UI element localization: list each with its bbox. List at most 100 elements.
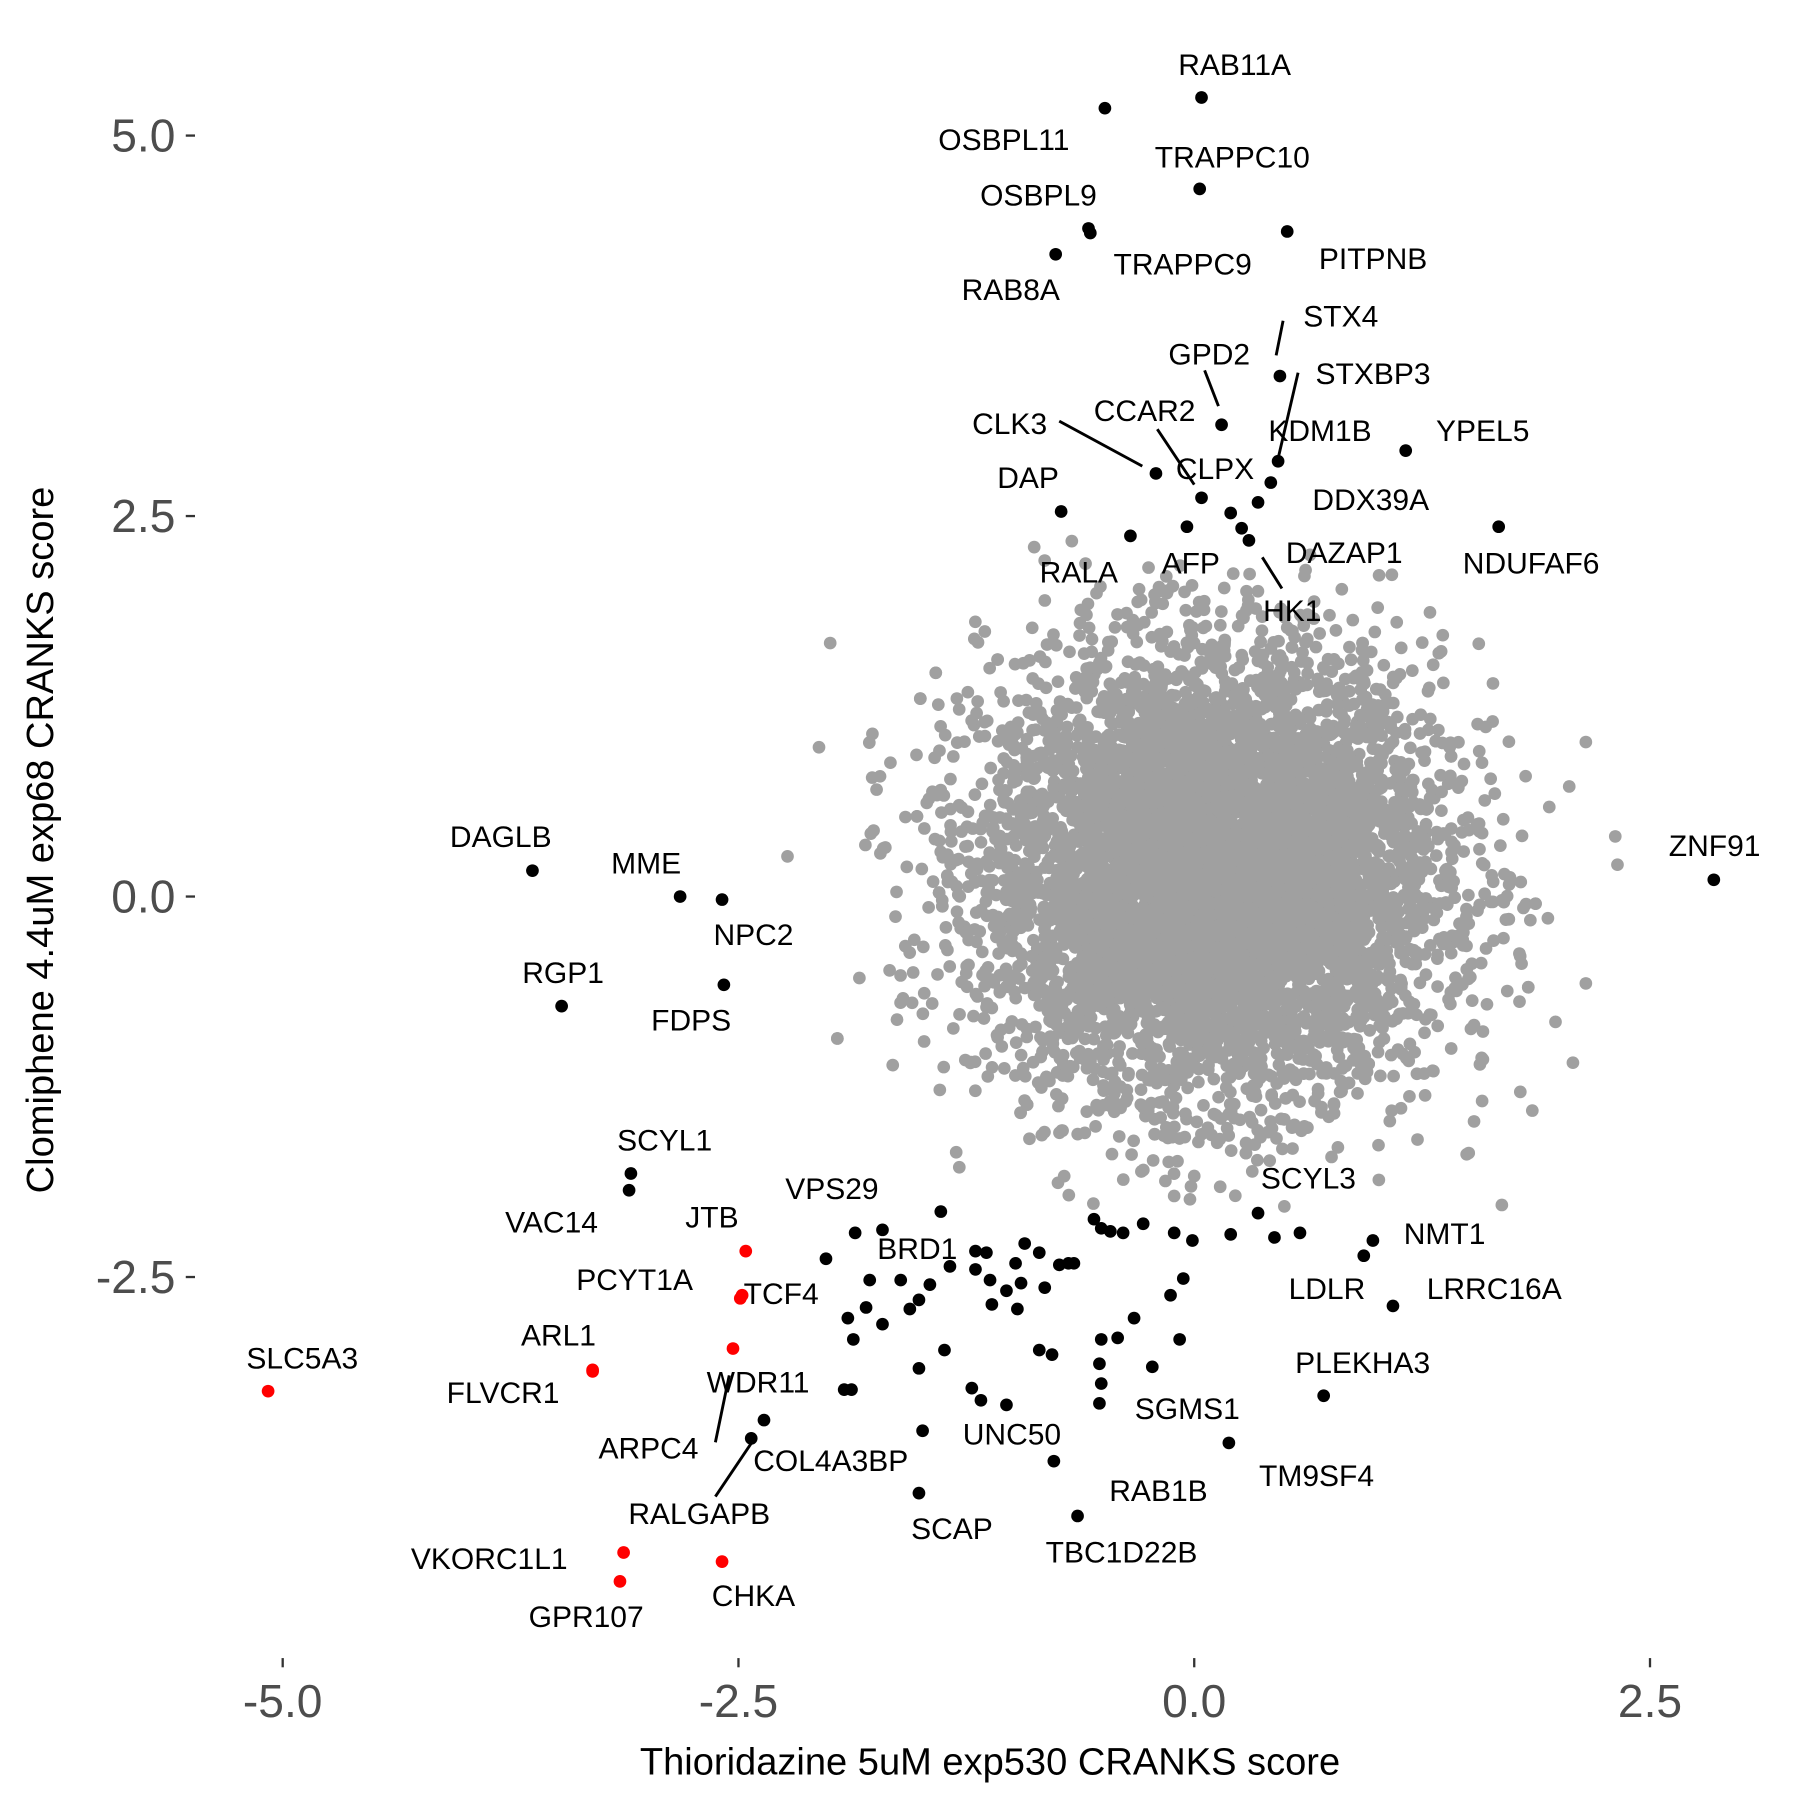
background-point [1129, 686, 1142, 700]
background-point [1303, 711, 1317, 725]
background-point [1371, 699, 1385, 712]
background-point [978, 625, 992, 638]
background-point [1437, 676, 1450, 690]
background-point [933, 1083, 947, 1097]
background-point [1608, 830, 1622, 843]
background-point [900, 860, 914, 874]
background-point [1310, 1057, 1324, 1071]
background-point [1243, 567, 1256, 581]
background-point [952, 703, 966, 716]
background-point [1360, 664, 1374, 677]
background-point [1038, 554, 1052, 567]
background-point [1473, 842, 1486, 856]
background-point [886, 1058, 900, 1072]
background-point [1147, 662, 1160, 676]
background-point [1159, 1174, 1172, 1188]
background-point [1313, 627, 1326, 640]
background-point [1159, 1120, 1173, 1134]
background-point [1541, 911, 1555, 925]
background-point [1477, 858, 1491, 872]
background-point [1085, 632, 1099, 646]
background-point [1007, 830, 1020, 843]
background-point [1385, 568, 1399, 582]
background-point [1356, 654, 1370, 667]
background-point [952, 916, 965, 929]
background-point [1023, 1132, 1036, 1146]
background-point [1065, 534, 1079, 548]
background-point [949, 1145, 963, 1159]
background-point [906, 966, 920, 979]
background-point [1487, 934, 1500, 947]
background-point [1404, 741, 1417, 755]
background-point [1228, 1189, 1242, 1203]
background-point [989, 888, 1003, 902]
background-point [1320, 1007, 1334, 1020]
background-point [1429, 849, 1443, 862]
background-point [1444, 946, 1458, 960]
background-point [1025, 621, 1039, 635]
background-point [1465, 994, 1479, 1007]
background-point [1145, 606, 1158, 619]
background-point [1134, 1083, 1148, 1097]
background-point [1087, 1032, 1101, 1046]
background-point [1051, 975, 1064, 989]
background-point [1457, 845, 1470, 858]
background-point [1035, 1081, 1048, 1094]
background-point [979, 1047, 992, 1060]
background-point [1423, 712, 1437, 726]
background-point [1167, 640, 1181, 653]
background-point [1475, 756, 1489, 770]
background-point [1377, 1032, 1391, 1046]
background-point [1311, 1087, 1325, 1100]
background-point [1472, 637, 1486, 651]
background-point [916, 940, 930, 954]
background-point [1431, 980, 1444, 993]
background-point [1018, 1069, 1032, 1083]
background-point [1047, 628, 1060, 641]
background-point [931, 968, 944, 981]
background-point [1431, 1019, 1445, 1033]
background-point [1407, 924, 1421, 938]
background-point [1387, 1069, 1400, 1083]
background-point [965, 714, 978, 727]
background-point [1394, 946, 1407, 960]
background-point [1038, 1125, 1051, 1139]
background-point [1051, 675, 1065, 689]
background-point [1164, 1086, 1177, 1099]
background-point [1418, 1026, 1431, 1040]
background-point [1215, 605, 1228, 618]
background-point [1457, 757, 1471, 771]
background-point [1484, 772, 1497, 786]
background-point [1080, 1105, 1094, 1118]
background-point [1444, 769, 1457, 783]
background-point [1395, 860, 1409, 874]
background-point [1207, 1072, 1221, 1086]
background-point [1513, 949, 1527, 963]
background-point [917, 986, 931, 1000]
background-point [1405, 664, 1419, 677]
background-point [1329, 624, 1343, 637]
background-point [1402, 757, 1416, 771]
background-point [1286, 1142, 1299, 1155]
background-point [1296, 1012, 1309, 1025]
background-point [1235, 648, 1249, 662]
background-point [1455, 774, 1469, 788]
background-point [1455, 826, 1469, 839]
background-point [1514, 875, 1528, 889]
background-point [933, 834, 946, 848]
background-point [883, 964, 896, 977]
background-point [1201, 1121, 1215, 1135]
background-point [1162, 1155, 1176, 1169]
background-point [1142, 561, 1155, 574]
background-point [884, 756, 897, 770]
background-point [915, 862, 929, 876]
background-point [1325, 1150, 1338, 1164]
background-point [1350, 1033, 1364, 1046]
background-point [1253, 1071, 1267, 1085]
background-point [944, 819, 957, 832]
background-point [1210, 1136, 1224, 1150]
background-point [1040, 638, 1054, 651]
background-point [1108, 621, 1122, 634]
background-point [995, 1040, 1009, 1053]
background-point [1462, 888, 1475, 902]
